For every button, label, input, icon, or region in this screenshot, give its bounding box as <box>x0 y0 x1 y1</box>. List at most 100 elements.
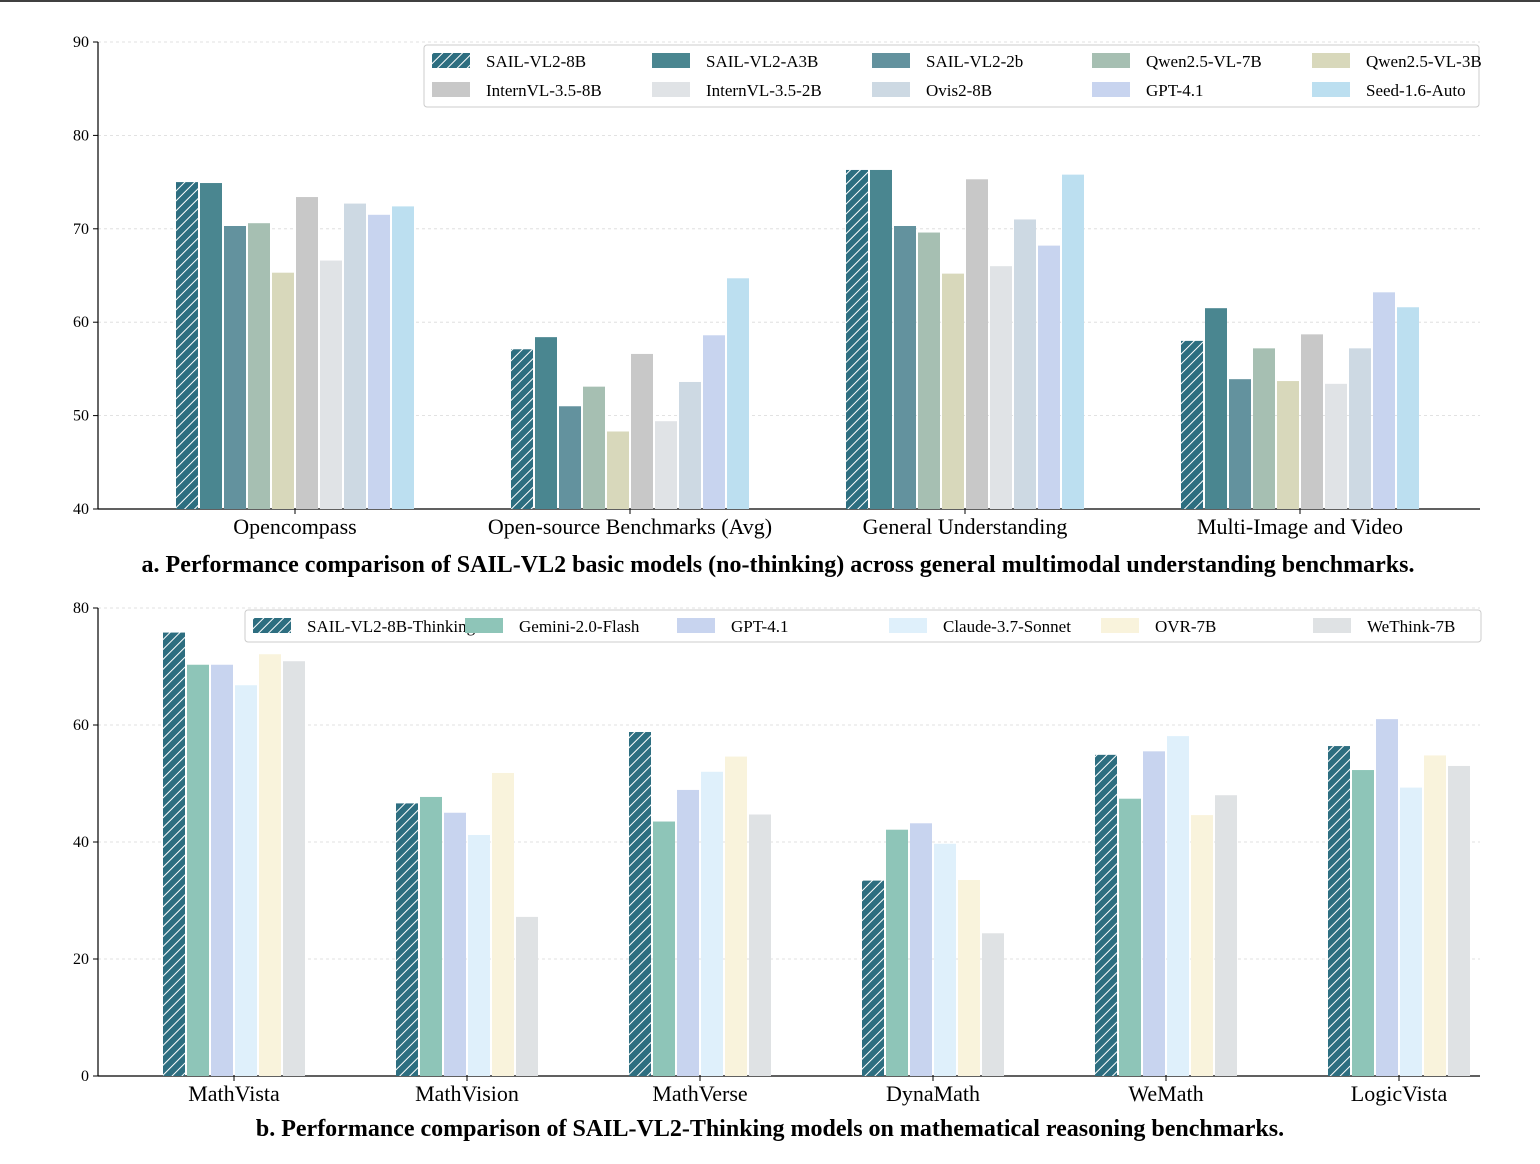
legend-label: Claude-3.7-Sonnet <box>943 617 1071 636</box>
y-tick-label: 0 <box>81 1068 89 1085</box>
y-tick-label: 80 <box>73 127 89 144</box>
bar <box>703 335 725 509</box>
bar <box>1448 765 1470 1076</box>
legend-label: Qwen2.5-VL-3B <box>1366 52 1482 71</box>
bar <box>272 272 294 509</box>
caption-b: b. Performance comparison of SAIL-VL2-Th… <box>256 1116 1284 1142</box>
bar <box>200 183 222 509</box>
bar <box>559 406 581 509</box>
bar <box>725 756 747 1076</box>
y-tick-label: 20 <box>73 951 89 968</box>
legend-label: SAIL-VL2-8B <box>486 52 586 71</box>
bar <box>982 933 1004 1076</box>
bar <box>211 664 233 1076</box>
bar <box>1038 245 1060 509</box>
y-tick-label: 60 <box>73 717 89 734</box>
bar <box>583 386 605 509</box>
y-tick-label: 60 <box>73 314 89 331</box>
legend: SAIL-VL2-8B-Thinking Gemini-2.0-Flash GPT-… <box>244 609 1482 643</box>
chart-a: 40 50 60 70 80 90 Opencompass Open-source Bench… <box>73 34 1482 539</box>
bar <box>958 880 980 1076</box>
bar <box>1119 798 1141 1076</box>
bar <box>653 821 675 1076</box>
bar <box>1181 340 1203 509</box>
bar <box>1191 815 1213 1076</box>
bar <box>468 834 490 1076</box>
bar <box>1215 795 1237 1076</box>
bar <box>368 214 390 510</box>
bar <box>1143 751 1165 1076</box>
legend-label: Qwen2.5-VL-7B <box>1146 52 1262 71</box>
legend-label: InternVL-3.5-2B <box>706 81 822 100</box>
legend-label: GPT-4.1 <box>1146 81 1203 100</box>
bar <box>296 197 318 509</box>
bar <box>392 206 414 509</box>
legend-swatch <box>889 618 927 633</box>
bar <box>934 843 956 1076</box>
legend-label: SAIL-VL2-A3B <box>706 52 818 71</box>
bar <box>679 381 701 509</box>
bar <box>396 803 418 1076</box>
caption-a: a. Performance comparison of SAIL-VL2 ba… <box>142 552 1415 578</box>
legend-frame <box>244 609 1482 643</box>
bar <box>492 772 514 1076</box>
bar <box>1376 719 1398 1076</box>
bar <box>918 232 940 509</box>
legend-label: SAIL-VL2-8B-Thinking <box>307 617 476 636</box>
bar <box>1229 379 1251 509</box>
bar <box>283 661 305 1076</box>
legend-label: Ovis2-8B <box>926 81 992 100</box>
chart-b: 0 20 40 60 80 MathVista MathVision MathVerse Dyn… <box>73 600 1482 1106</box>
legend-swatch <box>652 53 690 68</box>
bar <box>749 814 771 1076</box>
bar <box>629 732 651 1076</box>
bar <box>1253 348 1275 509</box>
bar <box>1062 174 1084 510</box>
legend-swatch <box>253 618 291 633</box>
bar <box>727 278 749 509</box>
bar <box>677 789 699 1076</box>
bar <box>655 421 677 509</box>
bar <box>511 349 533 509</box>
y-tick-label: 40 <box>73 834 89 851</box>
x-tick-label: Opencompass <box>233 514 356 539</box>
bar <box>1397 307 1419 509</box>
legend: SAIL-VL2-8B SAIL-VL2-A3B SAIL-VL2-2b Qwen2.… <box>423 44 1482 108</box>
bar <box>1349 348 1371 509</box>
legend-label: GPT-4.1 <box>731 617 788 636</box>
bar <box>1167 736 1189 1076</box>
bar <box>444 812 466 1076</box>
x-tick-label: WeMath <box>1128 1081 1203 1106</box>
bar <box>886 829 908 1076</box>
legend-label: WeThink-7B <box>1367 617 1455 636</box>
x-tick-label: MathVista <box>188 1081 280 1106</box>
bar <box>1325 383 1347 509</box>
legend-label: Gemini-2.0-Flash <box>519 617 640 636</box>
bar <box>1301 334 1323 509</box>
x-tick-label: LogicVista <box>1351 1081 1448 1106</box>
legend-swatch <box>432 53 470 68</box>
bar <box>631 353 653 509</box>
legend-label: OVR-7B <box>1155 617 1216 636</box>
x-tick-label: MathVerse <box>652 1081 747 1106</box>
bar <box>1400 787 1422 1076</box>
x-tick-label: MathVision <box>415 1081 519 1106</box>
bar <box>942 273 964 509</box>
legend-swatch <box>1312 53 1350 68</box>
bar <box>259 654 281 1076</box>
legend-swatch <box>1092 53 1130 68</box>
legend-swatch <box>652 82 690 97</box>
legend-label: SAIL-VL2-2b <box>926 52 1023 71</box>
y-tick-label: 80 <box>73 600 89 617</box>
bar <box>1095 754 1117 1076</box>
x-tick-label: Open-source Benchmarks (Avg) <box>488 514 772 539</box>
y-tick-label: 50 <box>73 408 89 425</box>
bar <box>516 916 538 1076</box>
legend-swatch <box>872 53 910 68</box>
bar <box>235 685 257 1076</box>
bar <box>846 169 868 509</box>
legend-swatch <box>1312 82 1350 97</box>
x-tick-label: DynaMath <box>886 1081 980 1106</box>
legend-swatch <box>1092 82 1130 97</box>
